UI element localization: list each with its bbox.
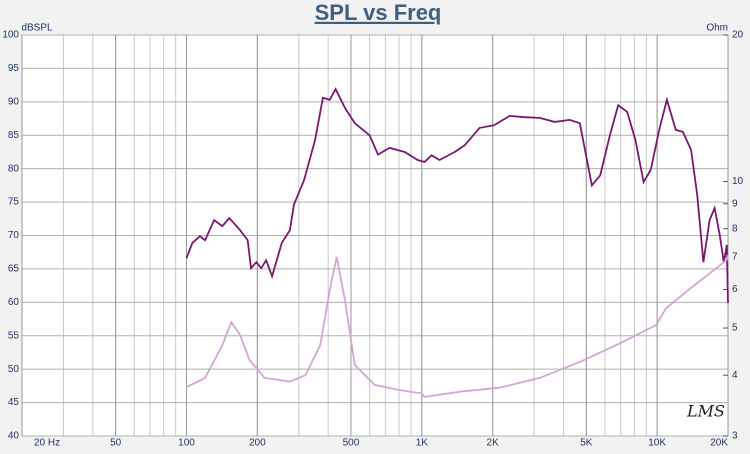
y-tick-label: 65 (8, 264, 20, 275)
y-tick-label: 60 (8, 297, 20, 308)
y-tick-label: 75 (8, 197, 20, 208)
y2-axis-label: Ohm (706, 23, 728, 34)
x-tick-label: 10K (648, 438, 666, 449)
chart-title: SPL vs Freq (315, 0, 442, 25)
y-tick-label: 70 (8, 230, 20, 241)
y-tick-label: 95 (8, 63, 20, 74)
y2-tick-label: 6 (732, 284, 738, 295)
y2-tick-label: 20 (732, 30, 744, 41)
x-tick-label: 50 (110, 438, 122, 449)
y2-tick-label: 10 (732, 176, 744, 187)
y-axis-label: dBSPL (21, 23, 53, 34)
y-tick-label: 90 (8, 96, 20, 107)
y2-tick-label: 9 (732, 198, 738, 209)
series-line (186, 254, 729, 398)
y-tick-label: 40 (8, 431, 20, 442)
x-tick-label: 20K (710, 438, 728, 449)
y2-tick-label: 8 (732, 223, 738, 234)
x-tick-label: 1K (416, 438, 429, 449)
y-tick-label: 100 (2, 30, 19, 41)
x-tick-label: 200 (249, 438, 266, 449)
y-tick-label: 85 (8, 130, 20, 141)
y2-tick-label: 7 (732, 252, 738, 263)
x-tick-label: 500 (343, 438, 360, 449)
y-tick-label: 45 (8, 397, 20, 408)
y-tick-label: 55 (8, 330, 20, 341)
y-tick-label: 50 (8, 364, 20, 375)
y-tick-label: 80 (8, 163, 20, 174)
x-tick-label: 5K (580, 438, 593, 449)
x-tick-label: 20 Hz (34, 438, 60, 449)
y2-tick-label: 4 (732, 370, 738, 381)
watermark: LMS (686, 402, 725, 421)
y2-tick-label: 3 (732, 431, 738, 442)
x-tick-label: 100 (178, 438, 195, 449)
series-line (185, 87, 729, 304)
y2-tick-label: 5 (732, 323, 738, 334)
x-tick-label: 2K (487, 438, 500, 449)
